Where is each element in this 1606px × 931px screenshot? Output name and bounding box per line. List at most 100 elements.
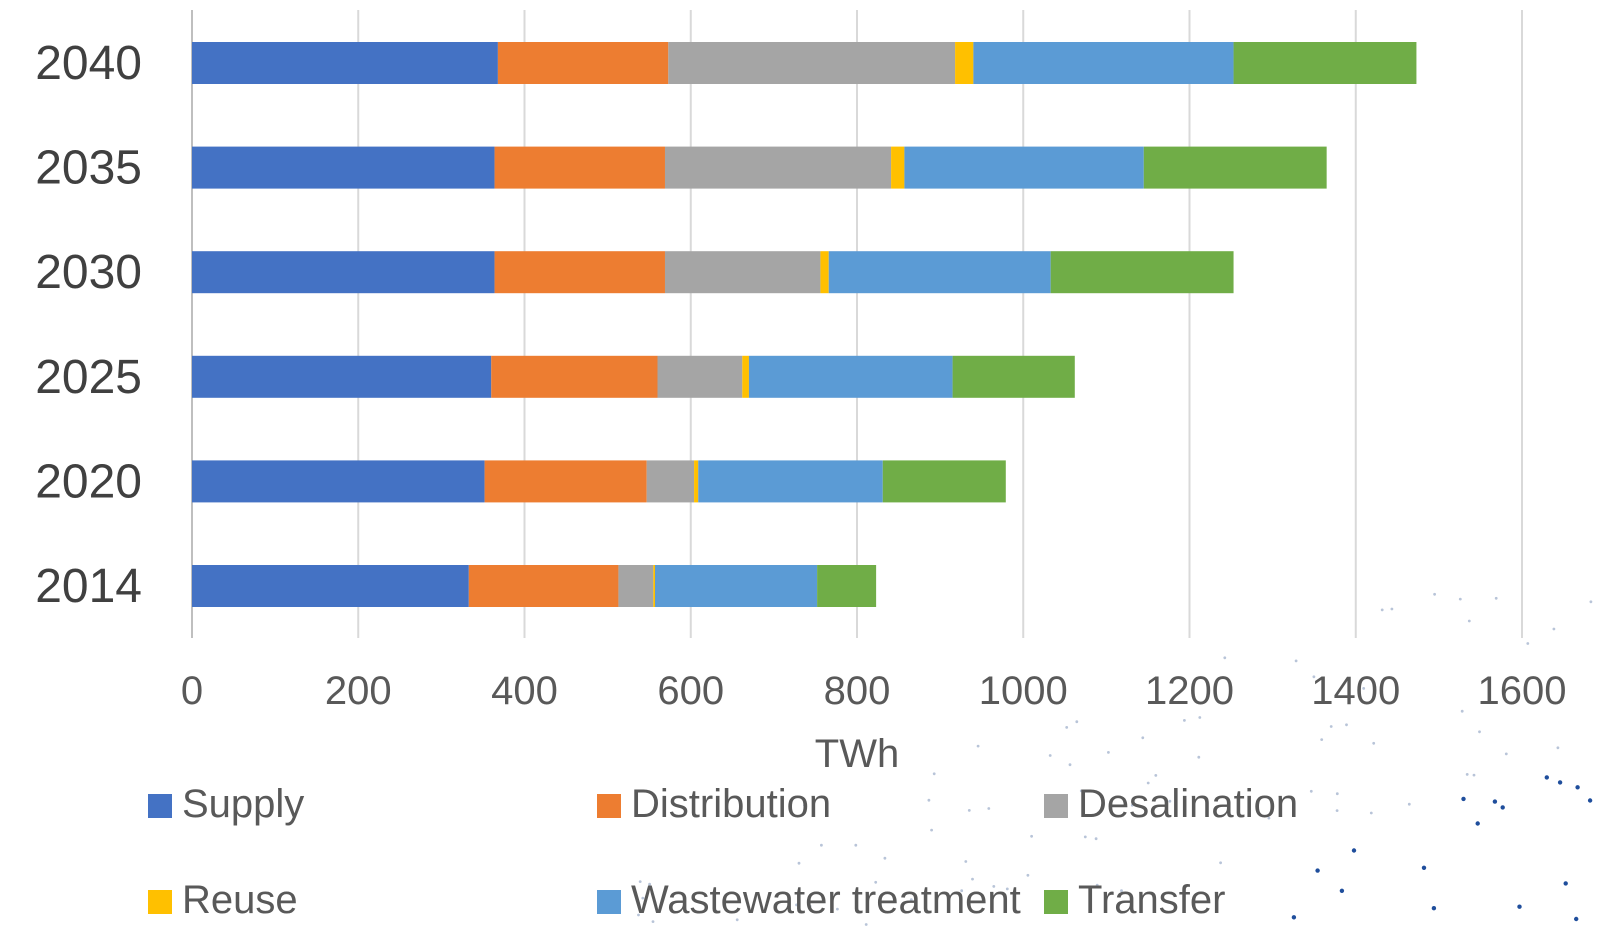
bar-segment <box>494 146 665 189</box>
bar-segment <box>468 565 619 607</box>
bar-segment <box>748 355 953 398</box>
bar-segment <box>668 42 956 84</box>
decoration-dot <box>1026 873 1030 877</box>
decoration-dot <box>1563 881 1568 886</box>
decoration-dot <box>1095 883 1099 887</box>
y-category-label: 2030 <box>35 246 142 299</box>
decoration-dot <box>1380 608 1384 612</box>
decoration-dot <box>1048 754 1052 757</box>
decoration-dot <box>1329 725 1333 728</box>
bar-segment <box>653 565 656 607</box>
x-tick-label: 1400 <box>1311 669 1400 713</box>
decoration-dot <box>1458 597 1462 601</box>
decoration-dot <box>1433 592 1436 596</box>
bar-segment <box>904 146 1144 189</box>
decoration-dot <box>1171 678 1175 682</box>
bar-segment <box>491 355 658 398</box>
decoration-dot <box>967 809 971 812</box>
decoration-dot <box>735 918 739 922</box>
decoration-dot <box>1335 792 1339 796</box>
decoration-dot <box>1214 693 1218 697</box>
bar-segment <box>882 460 1006 503</box>
decoration-dot <box>1335 809 1339 812</box>
decoration-dot <box>864 923 868 926</box>
decoration-dot <box>874 880 878 884</box>
decoration-dot <box>795 903 798 907</box>
bar-segment <box>694 460 699 503</box>
bar-segment <box>952 355 1075 398</box>
bar-segment <box>192 251 495 294</box>
decoration-dot <box>1154 774 1158 777</box>
decoration-dot <box>1494 596 1498 600</box>
bar-segment <box>657 355 743 398</box>
decoration-dot <box>1079 789 1083 793</box>
decoration-dot <box>638 880 642 883</box>
x-tick-label: 600 <box>657 669 724 713</box>
bar-segment <box>817 565 877 607</box>
legend-swatch <box>1044 794 1068 818</box>
bar-segment <box>973 42 1234 84</box>
bar-segment <box>891 146 905 189</box>
decoration-dot <box>883 856 887 860</box>
decoration-dot <box>992 885 996 888</box>
y-axis-labels: 2040 2035 2030 2025 2020 2014 <box>35 37 142 613</box>
bar-segment <box>742 355 749 398</box>
decoration-dot <box>820 843 823 847</box>
decoration-dot <box>1309 789 1313 793</box>
bar-segment <box>664 146 892 189</box>
bar-segment <box>646 460 695 503</box>
decoration-dot <box>1345 723 1348 727</box>
x-tick-label: 800 <box>824 669 891 713</box>
decoration-dot <box>971 877 974 881</box>
legend-swatch <box>597 890 621 914</box>
decoration-dot <box>1544 775 1550 780</box>
y-category-label: 2040 <box>35 37 142 90</box>
decoration-dot <box>1312 675 1316 679</box>
decoration-dot <box>909 898 913 901</box>
decoration-dot <box>641 896 645 900</box>
bar-segment <box>192 146 495 189</box>
decoration-dot <box>1339 888 1345 893</box>
decoration-dot <box>808 904 812 908</box>
bar-segment <box>192 42 498 84</box>
bar-segment <box>494 251 665 294</box>
decoration-dot <box>1183 719 1186 722</box>
decoration-dot <box>1492 799 1498 804</box>
decoration-dot <box>987 807 991 810</box>
decoration-dot <box>797 861 801 865</box>
x-tick-label: 0 <box>181 669 203 713</box>
decoration-dot <box>1223 656 1227 660</box>
decoration-dot <box>1369 811 1373 815</box>
decoration-dot <box>1120 889 1123 893</box>
decoration-dot <box>1431 906 1437 911</box>
y-category-label: 2014 <box>35 560 142 613</box>
decoration-dot <box>1362 687 1366 690</box>
decoration-dot <box>1552 627 1556 631</box>
decoration-dot <box>932 772 936 776</box>
bar-segment <box>192 460 485 503</box>
y-category-label: 2020 <box>35 455 142 508</box>
decoration-dot <box>651 920 655 923</box>
legend-label: Supply <box>182 782 304 826</box>
bar-segment <box>698 460 883 503</box>
decoration-dot <box>648 882 651 886</box>
bar-segment <box>1050 251 1234 294</box>
decoration-dot <box>1467 619 1471 623</box>
decoration-dot <box>1574 916 1579 922</box>
decoration-dot <box>1168 799 1172 803</box>
decoration-dot <box>1197 755 1201 759</box>
decoration-dot <box>930 828 933 832</box>
decoration-dot <box>1472 773 1476 777</box>
decoration-dot <box>1198 716 1202 719</box>
bar-segment <box>192 565 469 607</box>
decoration-dot <box>1475 821 1480 826</box>
bar-segment <box>484 460 647 503</box>
decoration-dot <box>1083 835 1087 839</box>
legend-label: Distribution <box>631 782 831 826</box>
decoration-dot <box>1407 802 1411 806</box>
decoration-dot <box>1267 816 1271 820</box>
decoration-dot <box>976 744 980 748</box>
x-tick-label: 1600 <box>1478 669 1567 713</box>
bar-segment <box>955 42 974 84</box>
decoration-dot <box>1460 709 1464 713</box>
